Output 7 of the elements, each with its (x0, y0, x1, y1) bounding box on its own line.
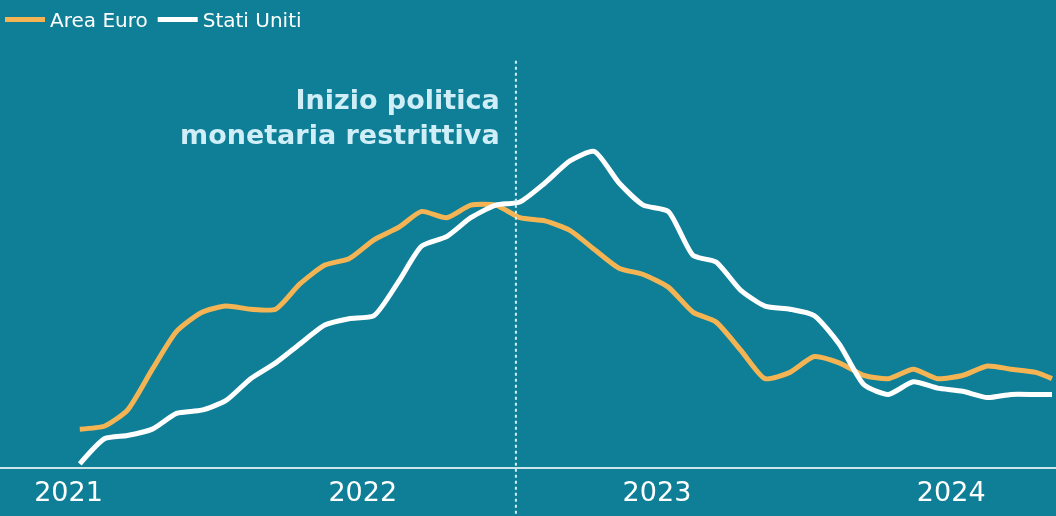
x-tick-label: 2022 (328, 476, 398, 508)
legend-label: Stati Uniti (202, 8, 302, 33)
x-tick-label: 2023 (622, 476, 692, 508)
x-tick-label: 2024 (916, 476, 986, 508)
x-tick-label: 2021 (34, 476, 103, 508)
ref-line-label: Inizio politica monetaria restrittiva (180, 84, 500, 151)
legend-label: Area Euro (50, 8, 148, 33)
